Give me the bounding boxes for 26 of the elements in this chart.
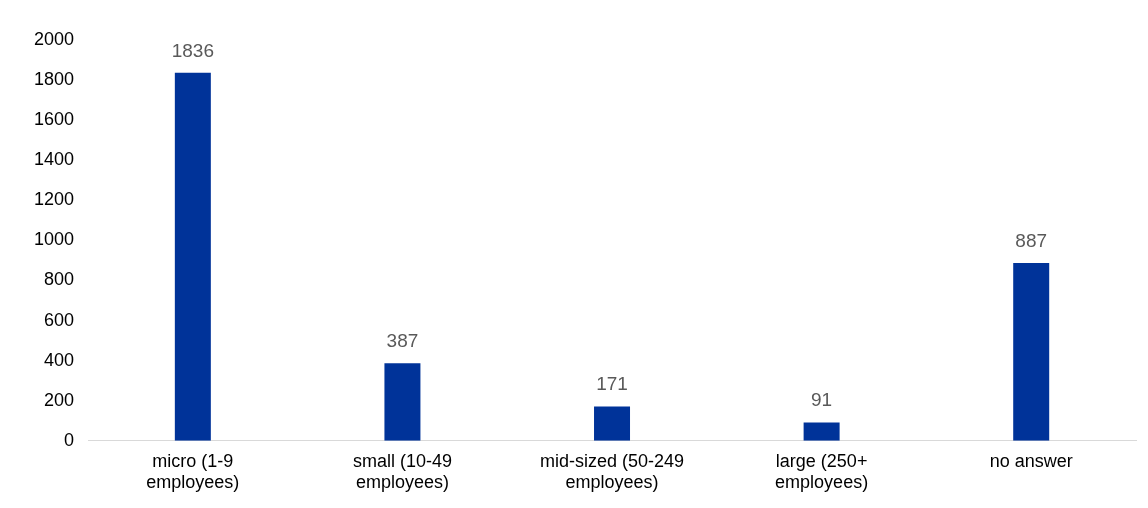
y-tick-label: 1000 bbox=[34, 229, 75, 250]
y-tick-label: 200 bbox=[44, 389, 75, 410]
data-label: 91 bbox=[811, 389, 833, 411]
x-tick-label: no answer bbox=[989, 450, 1073, 471]
y-tick-label: 800 bbox=[44, 269, 75, 290]
bar bbox=[174, 72, 211, 441]
bar bbox=[384, 363, 421, 441]
data-label: 387 bbox=[386, 329, 419, 351]
y-tick-label: 0 bbox=[64, 429, 75, 450]
y-tick-label: 1200 bbox=[34, 189, 75, 210]
bar bbox=[594, 406, 631, 441]
x-tick-label: small (10-49 employees) bbox=[352, 450, 452, 493]
x-tick-label: mid-sized (50-249 employees) bbox=[539, 450, 685, 493]
x-tick-label: large (250+ employees) bbox=[775, 450, 869, 493]
y-tick-label: 2000 bbox=[34, 28, 75, 49]
bar bbox=[1013, 263, 1050, 441]
y-tick-label: 1400 bbox=[34, 149, 75, 170]
x-tick-label: micro (1-9 employees) bbox=[146, 450, 240, 493]
y-tick-label: 400 bbox=[44, 349, 75, 370]
y-tick-label: 1800 bbox=[34, 69, 75, 90]
y-tick-label: 1600 bbox=[34, 109, 75, 130]
data-label: 887 bbox=[1015, 229, 1048, 251]
bar bbox=[803, 422, 840, 441]
data-label: 1836 bbox=[171, 39, 214, 61]
y-tick-label: 600 bbox=[44, 309, 75, 330]
data-label: 171 bbox=[596, 373, 628, 395]
